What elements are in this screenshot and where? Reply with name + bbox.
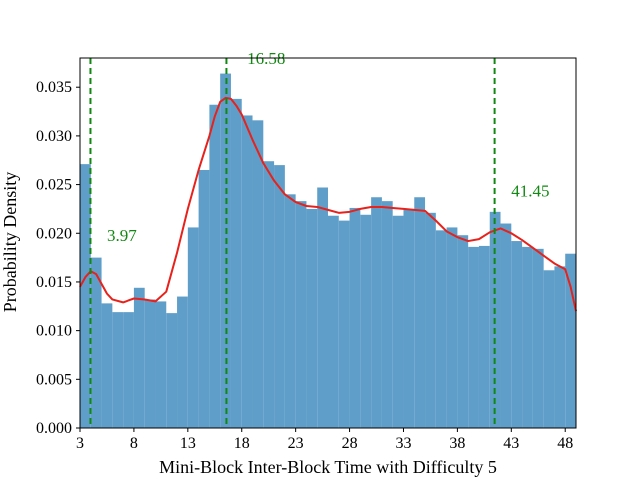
histogram-bar <box>274 165 285 428</box>
histogram-bar <box>403 208 415 428</box>
histogram-bar <box>306 208 318 428</box>
histogram-bar <box>133 287 145 428</box>
histogram-bar <box>349 207 361 428</box>
histogram-bar <box>166 313 178 428</box>
histogram-bar <box>317 187 328 428</box>
histogram-bar <box>177 296 188 428</box>
x-tick-label: 8 <box>130 435 138 452</box>
x-tick-label: 18 <box>234 435 250 452</box>
histogram-bar <box>123 312 134 428</box>
histogram-bar <box>457 235 469 428</box>
kde-curve-group <box>79 96 577 312</box>
y-tick-label: 0.030 <box>36 128 72 145</box>
y-tick-label: 0.000 <box>36 420 72 437</box>
reference-lines <box>89 58 496 428</box>
y-tick-label: 0.005 <box>36 371 72 388</box>
plot-frame <box>79 57 577 429</box>
histogram-bar <box>478 245 490 428</box>
x-tick-label: 38 <box>449 435 465 452</box>
x-tick-label: 43 <box>503 435 519 452</box>
histogram-bar <box>360 214 372 428</box>
y-tick-label: 0.035 <box>36 79 72 96</box>
histogram-bar <box>522 246 533 428</box>
x-tick-label: 13 <box>180 435 196 452</box>
histogram-bar <box>112 312 124 428</box>
histogram-bar <box>554 266 566 428</box>
histogram-bar <box>144 299 156 428</box>
histogram-bar <box>209 104 221 428</box>
histogram-bar <box>328 215 339 428</box>
x-axis-label: Mini-Block Inter-Block Time with Difficu… <box>159 457 497 477</box>
histogram-bar <box>284 194 296 428</box>
histogram-bar <box>155 301 167 428</box>
histogram-bar <box>263 161 275 429</box>
histogram-bar <box>80 164 91 428</box>
y-axis-ticks: 0.000 0.005 0.010 0.015 0.020 0.025 0.030 0.035 <box>36 79 80 437</box>
x-tick-label: 3 <box>76 435 84 452</box>
histogram-bar <box>414 197 426 428</box>
histogram-bar <box>543 270 555 428</box>
histogram-bar <box>295 201 307 428</box>
histogram-bar <box>392 215 404 428</box>
histogram-bar <box>90 257 102 428</box>
histogram-bar <box>435 230 447 428</box>
histogram-bar <box>338 220 350 428</box>
x-tick-label: 33 <box>395 435 411 452</box>
reference-line-label: 41.45 <box>511 181 549 200</box>
x-axis-ticks: 3 8 13 18 23 28 33 38 43 48 <box>76 428 573 452</box>
y-tick-label: 0.015 <box>36 274 72 291</box>
kde-curve <box>79 96 577 312</box>
histogram-bar <box>468 246 479 428</box>
histogram-bar <box>198 169 210 428</box>
histogram-bar <box>230 98 242 428</box>
histogram-bar <box>532 248 544 428</box>
histogram-bar <box>500 223 512 428</box>
y-tick-label: 0.010 <box>36 323 72 340</box>
y-tick-label: 0.025 <box>36 177 72 194</box>
x-tick-label: 48 <box>557 435 573 452</box>
histogram-bar <box>371 197 382 428</box>
histogram-bar <box>511 241 523 428</box>
histogram-bar <box>187 227 199 428</box>
histogram-bar <box>241 115 253 429</box>
histogram-bar <box>381 201 393 428</box>
histogram-bars <box>80 73 576 429</box>
x-tick-label: 23 <box>288 435 304 452</box>
histogram-bar <box>446 227 458 428</box>
histogram-bar <box>101 303 113 428</box>
histogram-bar <box>425 212 436 428</box>
y-tick-label: 0.020 <box>36 225 72 242</box>
y-axis-label: Probability Density <box>0 172 20 313</box>
histogram-bar <box>252 120 264 428</box>
histogram-bar <box>565 253 576 428</box>
reference-line-label: 3.97 <box>107 226 137 245</box>
x-tick-label: 28 <box>342 435 358 452</box>
